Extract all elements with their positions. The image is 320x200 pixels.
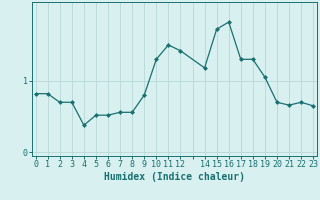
X-axis label: Humidex (Indice chaleur): Humidex (Indice chaleur) [104, 172, 245, 182]
